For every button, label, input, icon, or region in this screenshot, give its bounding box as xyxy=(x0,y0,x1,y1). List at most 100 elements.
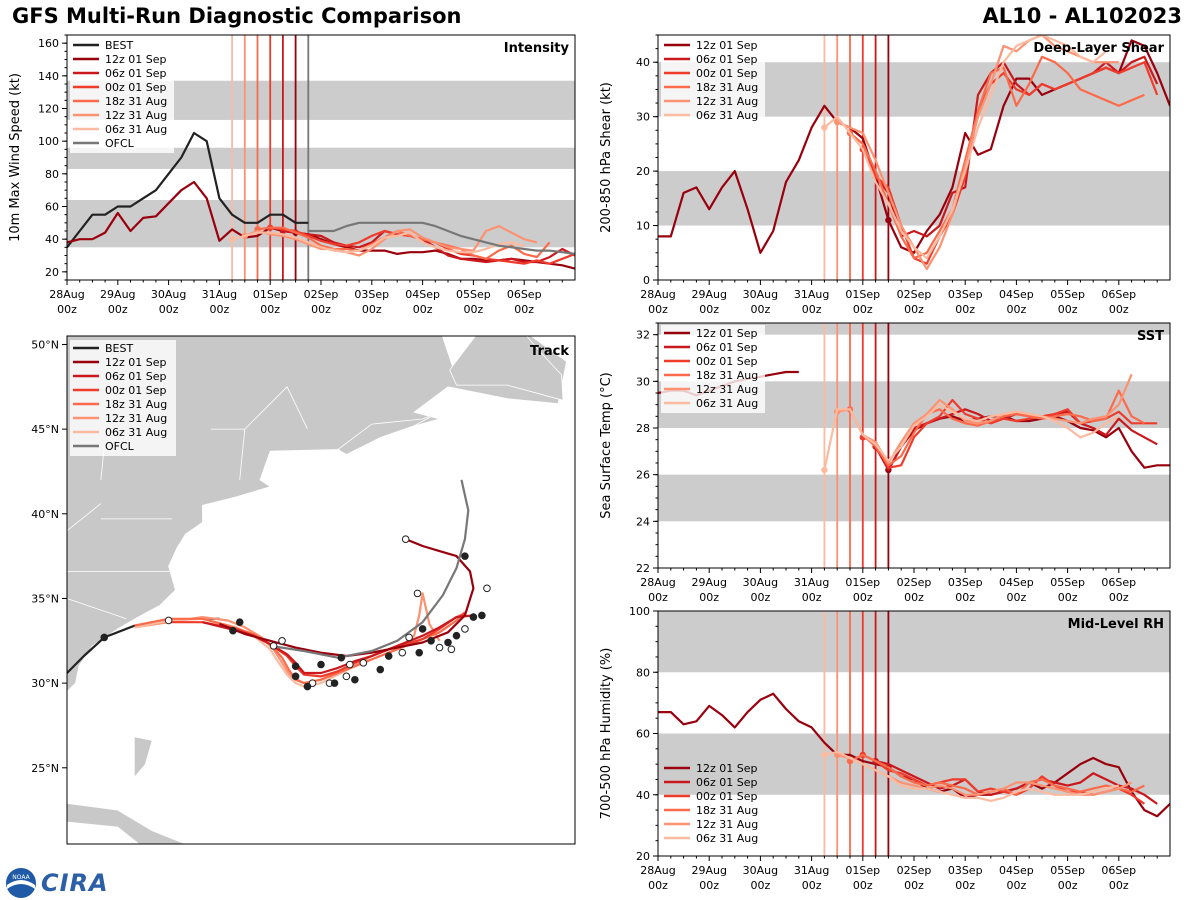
shear-ytick-label: 0 xyxy=(643,274,650,287)
shear-xtick-label: 00z xyxy=(802,303,822,316)
track-position-marker xyxy=(384,652,393,660)
shear-xtick-label: 31Aug xyxy=(794,288,829,301)
intensity-legend-label: OFCL xyxy=(105,137,135,150)
track-position-marker xyxy=(398,648,407,657)
sst-xtick-label: 00z xyxy=(955,591,975,604)
rh-xtick-label: 00z xyxy=(853,879,873,892)
track-legend-label: 12z 31 Aug xyxy=(105,412,167,425)
track-position-marker xyxy=(303,682,312,691)
sst-xtick-label: 02Sep xyxy=(897,576,932,589)
shear-init-marker xyxy=(821,124,828,131)
shear-series-18z-31-aug xyxy=(849,55,1145,260)
shear-legend-bg xyxy=(661,37,765,125)
shear-xtick-label: 00z xyxy=(1058,303,1078,316)
intensity-legend-label: 00z 01 Sep xyxy=(105,81,167,94)
track-position-marker xyxy=(278,637,286,645)
rh-xtick-label: 30Aug xyxy=(743,864,778,877)
intensity-xtick-label: 00z xyxy=(362,303,382,316)
land-newfoundland xyxy=(449,336,564,401)
shear-series-06z-31-aug xyxy=(823,35,1107,260)
rh-ylabel: 700-500 hPa Humidity (%) xyxy=(599,648,614,820)
sst-xtick-label: 00z xyxy=(648,591,668,604)
track-title: Track xyxy=(530,344,569,359)
rh-xtick-label: 28Aug xyxy=(640,864,675,877)
panel-shear: 0 10 20 30 40 28Aug 00z 29Aug 00z 30Aug 00z 31Aug 00… xyxy=(599,34,1171,316)
intensity-xtick-label: 31Aug xyxy=(202,288,237,301)
intensity-series-06z-01-sep xyxy=(282,229,575,264)
intensity-xtick-label: 00z xyxy=(311,303,331,316)
sst-xtick-label: 31Aug xyxy=(794,576,829,589)
intensity-xtick-label: 06Sep xyxy=(507,288,542,301)
track-position-marker xyxy=(435,643,444,652)
land-cuba xyxy=(67,802,188,844)
shear-ytick-label: 10 xyxy=(636,220,650,233)
rh-xtick-label: 03Sep xyxy=(948,864,983,877)
rh-xtick-label: 00z xyxy=(648,879,668,892)
sst-ytick-label: 26 xyxy=(636,469,650,482)
rh-xtick-label: 00z xyxy=(751,879,771,892)
intensity-band xyxy=(67,147,575,169)
noaa-logo-icon: NOAA xyxy=(6,868,36,898)
intensity-xtick-label: 04Sep xyxy=(405,288,440,301)
rh-xtick-label: 31Aug xyxy=(794,864,829,877)
intensity-ytick-label: 100 xyxy=(38,135,59,148)
sst-xtick-label: 04Sep xyxy=(999,576,1034,589)
shear-ytick-label: 20 xyxy=(636,165,650,178)
cira-logo-text: CIRA xyxy=(41,869,109,897)
rh-xtick-label: 00z xyxy=(802,879,822,892)
intensity-ytick-label: 80 xyxy=(45,168,59,181)
sst-ytick-label: 24 xyxy=(636,515,650,528)
rh-xtick-label: 05Sep xyxy=(1050,864,1085,877)
sst-xtick-label: 00z xyxy=(904,591,924,604)
track-legend-label: 00z 01 Sep xyxy=(105,384,167,397)
track-position-marker xyxy=(164,616,173,625)
track-position-marker xyxy=(478,611,486,620)
track-map-area xyxy=(67,336,567,844)
track-position-marker xyxy=(415,648,424,657)
sst-xtick-label: 00z xyxy=(751,591,771,604)
shear-title: Deep-Layer Shear xyxy=(1033,41,1164,56)
shear-legend-label: 12z 31 Aug xyxy=(696,95,758,108)
track-position-marker xyxy=(427,637,435,645)
rh-xtick-label: 00z xyxy=(1007,879,1027,892)
intensity-xtick-label: 05Sep xyxy=(456,288,491,301)
rh-xtick-label: 00z xyxy=(1058,879,1078,892)
intensity-ytick-label: 20 xyxy=(45,266,59,279)
rh-plot-area xyxy=(658,611,1170,856)
track-position-marker xyxy=(461,552,469,560)
sst-xtick-label: 05Sep xyxy=(1050,576,1085,589)
panel-rh: 20 40 60 80 100 28Aug 00z 29Aug 00z 30Aug 00z 31Aug… xyxy=(599,605,1171,892)
sst-xtick-label: 00z xyxy=(802,591,822,604)
track-position-marker xyxy=(317,660,325,669)
land-north-america xyxy=(67,336,567,692)
intensity-ylabel: 10m Max Wind Speed (kt) xyxy=(8,73,23,242)
shear-xtick-label: 00z xyxy=(648,303,668,316)
intensity-xtick-label: 00z xyxy=(260,303,280,316)
shear-xtick-label: 30Aug xyxy=(743,288,778,301)
track-ofcl xyxy=(270,479,470,659)
state-border xyxy=(239,429,246,480)
track-position-marker xyxy=(418,625,427,633)
track-position-marker xyxy=(330,679,339,687)
track-legend-bg xyxy=(70,340,176,456)
rh-ytick-label: 60 xyxy=(636,728,650,741)
shear-xtick-label: 00z xyxy=(904,303,924,316)
track-lat-label: 45°N xyxy=(31,423,59,436)
shear-legend-label: 18z 31 Aug xyxy=(696,81,758,94)
track-12z-01-sep xyxy=(218,538,475,658)
shear-xtick-label: 28Aug xyxy=(640,288,675,301)
track-12z-31-aug xyxy=(134,592,441,685)
state-border xyxy=(67,598,127,620)
shear-xtick-label: 00z xyxy=(955,303,975,316)
sst-title: SST xyxy=(1137,329,1164,344)
track-legend-label: 06z 01 Sep xyxy=(105,370,167,383)
intensity-series-best xyxy=(67,131,309,248)
track-06z-31-aug xyxy=(134,617,440,688)
sst-ytick-label: 28 xyxy=(636,422,650,435)
track-position-marker xyxy=(359,659,368,667)
rh-legend-label: 18z 31 Aug xyxy=(696,804,758,817)
track-position-marker xyxy=(269,642,278,650)
intensity-init-marker xyxy=(228,235,236,243)
shear-xtick-label: 01Sep xyxy=(845,288,880,301)
